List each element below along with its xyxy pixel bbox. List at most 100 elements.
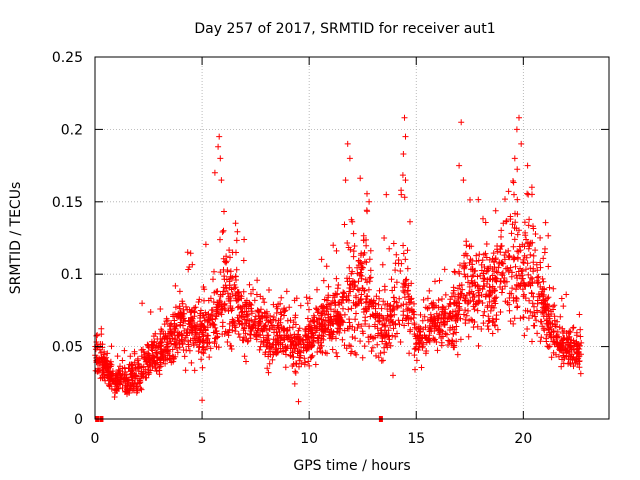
data-point (205, 297, 212, 304)
data-point (482, 219, 489, 226)
data-point (244, 338, 251, 345)
data-point (402, 177, 409, 184)
data-point (253, 333, 260, 340)
data-point (361, 249, 368, 256)
data-point (506, 290, 513, 297)
data-point (247, 335, 254, 342)
data-point (366, 323, 373, 330)
data-point (289, 348, 296, 355)
data-point (404, 247, 411, 254)
data-point (247, 331, 253, 338)
data-point (570, 363, 577, 370)
data-point (341, 327, 348, 334)
data-point (223, 253, 230, 260)
data-point (196, 327, 203, 334)
data-point (532, 231, 539, 237)
data-point (312, 324, 318, 331)
data-point (400, 250, 407, 257)
data-point (264, 337, 271, 344)
data-point (147, 309, 154, 315)
data-point (351, 243, 358, 249)
data-point (219, 319, 226, 326)
data-point (349, 334, 356, 340)
data-point (239, 321, 246, 328)
data-point (578, 339, 585, 346)
data-point (347, 343, 354, 350)
data-point (474, 282, 481, 289)
data-point (505, 247, 512, 254)
data-point (470, 272, 477, 279)
data-point (533, 261, 540, 268)
data-point (158, 350, 165, 357)
data-point (545, 232, 552, 239)
data-point (530, 252, 537, 259)
data-point (556, 324, 563, 331)
data-point (526, 279, 533, 286)
data-point (513, 281, 520, 288)
data-point (576, 364, 583, 371)
data-point (537, 234, 544, 241)
data-point (514, 248, 521, 255)
data-point (233, 249, 239, 256)
data-point (557, 347, 564, 354)
data-point (137, 385, 144, 392)
data-point (145, 352, 152, 359)
data-point (223, 285, 230, 292)
data-point (328, 328, 335, 334)
y-tick-label: 0.15 (52, 195, 83, 211)
data-point (374, 341, 381, 348)
data-point (345, 325, 352, 332)
data-point (358, 266, 365, 273)
data-point (492, 255, 499, 262)
data-point (357, 259, 364, 266)
data-point (528, 184, 535, 191)
data-point (478, 292, 485, 298)
data-point (394, 304, 400, 311)
data-point (465, 279, 471, 286)
y-axis-label: SRMTID / TECUs (8, 182, 24, 295)
data-point (439, 296, 445, 302)
data-point (156, 356, 163, 363)
data-point (297, 341, 304, 348)
data-point (340, 289, 347, 296)
data-point (144, 341, 151, 348)
data-point (520, 256, 527, 263)
data-point (517, 265, 524, 272)
data-point (299, 337, 306, 344)
data-point (277, 300, 284, 307)
data-point (101, 351, 108, 358)
data-point (389, 287, 396, 294)
data-point (532, 247, 539, 254)
data-point (363, 242, 370, 249)
data-point (257, 343, 264, 350)
data-point (521, 332, 528, 339)
data-point (255, 322, 262, 329)
data-point (342, 177, 349, 184)
data-point (464, 300, 471, 307)
data-point (525, 222, 532, 229)
data-point (457, 262, 463, 269)
data-point (330, 320, 337, 327)
data-point (182, 367, 189, 374)
data-point (341, 290, 348, 297)
data-point (470, 303, 477, 310)
data-point (390, 325, 397, 332)
data-point (537, 264, 544, 271)
data-point (492, 275, 499, 282)
data-point (403, 301, 410, 308)
data-point (523, 266, 529, 273)
data-point (377, 327, 384, 334)
data-point (560, 303, 567, 310)
data-point (393, 251, 400, 258)
data-point (320, 317, 327, 323)
data-point (295, 348, 302, 355)
data-point (412, 324, 418, 331)
data-point (352, 350, 358, 356)
data-point (201, 317, 208, 324)
data-point (433, 310, 440, 317)
data-point (537, 338, 544, 345)
data-point (475, 257, 482, 264)
data-point (108, 343, 115, 350)
data-point (352, 292, 359, 299)
data-point (573, 350, 580, 357)
